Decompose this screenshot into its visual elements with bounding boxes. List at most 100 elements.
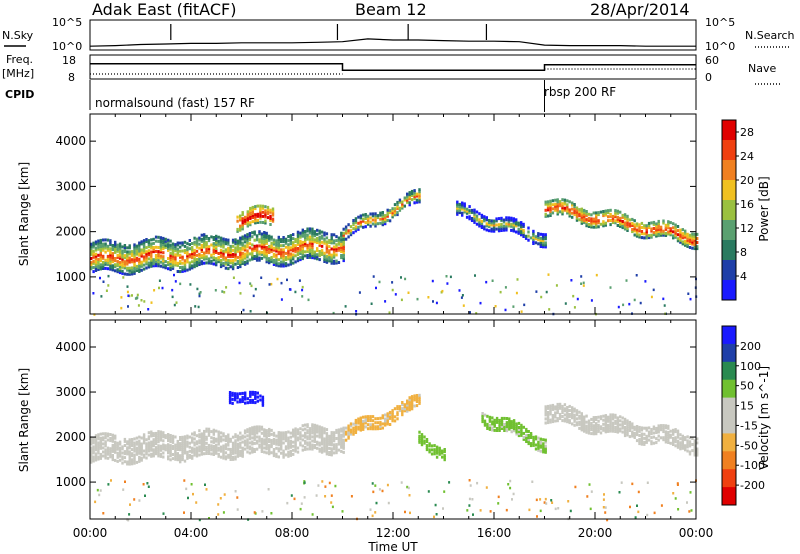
data-cell <box>133 445 136 449</box>
data-cell <box>282 238 285 241</box>
data-cell <box>688 233 692 237</box>
data-cell <box>97 443 100 447</box>
data-cell <box>318 235 321 239</box>
data-cell <box>157 448 160 452</box>
data-cell <box>236 496 239 499</box>
data-cell <box>616 424 619 428</box>
data-cell <box>135 258 139 262</box>
data-cell <box>200 254 203 258</box>
data-cell <box>287 440 290 444</box>
data-cell <box>289 435 292 439</box>
data-cell <box>210 440 213 444</box>
data-cell <box>287 247 290 251</box>
data-cell <box>94 454 98 458</box>
data-cell <box>269 216 272 220</box>
data-cell <box>256 212 259 216</box>
data-cell <box>217 256 220 259</box>
data-cell <box>301 428 304 432</box>
data-cell <box>287 436 290 440</box>
data-cell <box>415 200 419 204</box>
data-cell <box>270 245 273 249</box>
data-cell <box>492 229 496 233</box>
data-cell <box>603 493 605 496</box>
data-cell <box>418 399 421 403</box>
data-cell <box>241 448 244 452</box>
data-cell <box>337 236 341 240</box>
data-cell <box>313 254 316 258</box>
data-cell <box>244 221 247 225</box>
data-cell <box>255 246 259 250</box>
data-cell <box>292 233 295 237</box>
data-cell <box>277 449 280 453</box>
data-cell <box>174 255 177 259</box>
data-cell <box>531 480 534 483</box>
data-cell <box>337 238 341 242</box>
data-cell <box>142 437 146 441</box>
data-cell <box>472 513 474 516</box>
data-cell <box>497 502 500 505</box>
data-cell <box>265 445 268 449</box>
data-cell <box>650 428 653 431</box>
data-cell <box>308 437 312 441</box>
data-cell <box>260 246 264 250</box>
data-cell <box>330 494 333 497</box>
data-cell <box>284 237 288 241</box>
data-cell <box>246 243 249 247</box>
data-cell <box>635 431 639 434</box>
data-cell <box>583 419 586 423</box>
data-cell <box>406 401 409 405</box>
data-cell <box>662 233 665 237</box>
data-cell <box>481 412 484 415</box>
data-cell <box>401 407 404 411</box>
data-cell <box>258 445 261 449</box>
data-cell <box>621 422 624 426</box>
data-cell <box>590 417 593 421</box>
data-cell <box>157 260 160 264</box>
data-cell <box>633 233 636 237</box>
data-cell <box>154 262 158 266</box>
data-cell <box>280 441 283 445</box>
data-cell <box>191 242 194 245</box>
data-cell <box>556 208 559 212</box>
data-cell <box>323 427 326 431</box>
data-cell <box>241 227 244 231</box>
data-cell <box>174 447 177 451</box>
data-cell <box>280 248 283 252</box>
data-cell <box>527 230 530 234</box>
data-cell <box>90 452 93 456</box>
data-cell <box>306 443 309 447</box>
data-cell <box>128 454 131 458</box>
data-cell <box>619 415 622 419</box>
data-cell <box>503 423 506 426</box>
data-cell <box>94 456 98 460</box>
data-cell <box>311 254 314 258</box>
data-cell <box>282 433 285 437</box>
data-cell <box>381 414 384 418</box>
data-cell <box>674 223 677 227</box>
data-cell <box>126 440 129 444</box>
data-cell <box>171 436 175 440</box>
data-cell <box>181 458 184 462</box>
data-cell <box>504 286 507 289</box>
data-cell <box>287 257 290 261</box>
data-cell <box>546 404 550 408</box>
data-cell <box>90 257 93 260</box>
data-cell <box>497 495 500 499</box>
data-cell <box>342 440 345 444</box>
data-cell <box>551 211 555 215</box>
data-cell <box>181 261 184 265</box>
data-cell <box>92 441 95 445</box>
data-cell <box>106 450 110 454</box>
data-cell <box>304 433 307 437</box>
data-cell <box>347 434 350 438</box>
data-cell <box>488 417 492 421</box>
data-cell <box>609 212 612 216</box>
data-cell <box>558 417 562 420</box>
data-cell <box>401 409 404 413</box>
data-cell <box>258 252 261 256</box>
data-cell <box>203 255 206 259</box>
data-cell <box>590 428 593 432</box>
data-cell <box>568 409 571 412</box>
colorbar-segment <box>722 160 736 181</box>
data-cell <box>94 252 98 256</box>
